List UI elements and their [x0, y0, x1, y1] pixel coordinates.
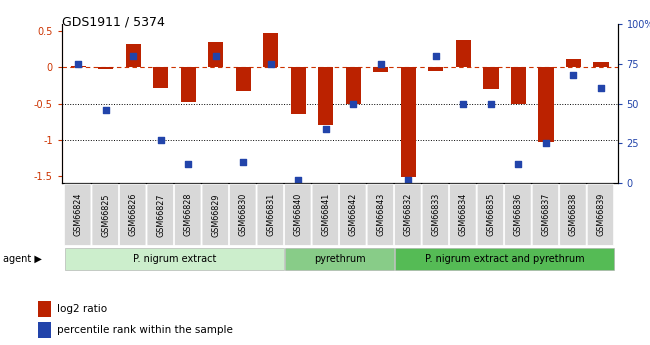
FancyBboxPatch shape: [175, 184, 201, 245]
Text: GSM66843: GSM66843: [376, 193, 385, 236]
Text: pyrethrum: pyrethrum: [315, 254, 366, 264]
Point: [266, 61, 276, 67]
FancyBboxPatch shape: [395, 184, 421, 245]
FancyBboxPatch shape: [477, 184, 504, 245]
FancyBboxPatch shape: [367, 184, 393, 245]
Point: [348, 101, 359, 106]
Text: P. nigrum extract and pyrethrum: P. nigrum extract and pyrethrum: [426, 254, 585, 264]
Text: GSM66829: GSM66829: [211, 193, 220, 237]
Point: [183, 161, 194, 167]
Bar: [566, 59, 581, 67]
FancyBboxPatch shape: [395, 248, 614, 270]
Text: agent ▶: agent ▶: [3, 254, 42, 264]
Point: [73, 61, 83, 67]
FancyBboxPatch shape: [92, 184, 118, 245]
Text: GSM66840: GSM66840: [294, 193, 303, 236]
Point: [293, 177, 304, 183]
Point: [514, 161, 524, 167]
Bar: [538, 67, 554, 142]
Bar: [38, 301, 51, 317]
Text: GSM66830: GSM66830: [239, 193, 248, 236]
Point: [458, 101, 469, 106]
Bar: [98, 67, 113, 69]
Bar: [593, 62, 608, 67]
Text: GSM66828: GSM66828: [184, 193, 193, 236]
FancyBboxPatch shape: [65, 248, 284, 270]
Point: [128, 53, 138, 59]
FancyBboxPatch shape: [285, 248, 394, 270]
Bar: [153, 67, 168, 88]
Text: log2 ratio: log2 ratio: [57, 304, 107, 314]
Bar: [125, 45, 141, 67]
Text: GSM66835: GSM66835: [486, 193, 495, 236]
FancyBboxPatch shape: [450, 184, 476, 245]
Bar: [236, 67, 251, 90]
Text: GSM66832: GSM66832: [404, 193, 413, 236]
Text: GSM66827: GSM66827: [156, 193, 165, 237]
FancyBboxPatch shape: [312, 184, 339, 245]
Bar: [346, 67, 361, 104]
Text: GSM66836: GSM66836: [514, 193, 523, 236]
Bar: [484, 67, 499, 89]
Bar: [456, 40, 471, 67]
Bar: [71, 66, 86, 67]
Text: GSM66841: GSM66841: [321, 193, 330, 236]
FancyBboxPatch shape: [560, 184, 586, 245]
FancyBboxPatch shape: [229, 184, 256, 245]
FancyBboxPatch shape: [147, 184, 174, 245]
FancyBboxPatch shape: [587, 184, 614, 245]
FancyBboxPatch shape: [504, 184, 531, 245]
Point: [320, 126, 331, 132]
Text: GSM66837: GSM66837: [541, 193, 551, 236]
Text: GSM66826: GSM66826: [129, 193, 138, 236]
Point: [238, 159, 248, 165]
Point: [211, 53, 221, 59]
Point: [568, 72, 578, 78]
Text: GSM66824: GSM66824: [73, 193, 83, 236]
Point: [403, 177, 413, 183]
Text: GSM66838: GSM66838: [569, 193, 578, 236]
Point: [541, 140, 551, 146]
Bar: [318, 67, 333, 125]
Point: [431, 53, 441, 59]
Point: [101, 107, 111, 112]
FancyBboxPatch shape: [64, 184, 91, 245]
Text: GSM66839: GSM66839: [597, 193, 606, 236]
FancyBboxPatch shape: [202, 184, 228, 245]
Bar: [373, 67, 389, 72]
Text: GSM66834: GSM66834: [459, 193, 468, 236]
Bar: [263, 33, 278, 67]
FancyBboxPatch shape: [339, 184, 366, 245]
Point: [376, 61, 386, 67]
Text: GSM66831: GSM66831: [266, 193, 276, 236]
Point: [596, 85, 606, 90]
Bar: [428, 67, 443, 71]
Bar: [208, 42, 224, 67]
Bar: [38, 322, 51, 338]
Bar: [291, 67, 306, 114]
FancyBboxPatch shape: [120, 184, 146, 245]
FancyBboxPatch shape: [532, 184, 558, 245]
Text: P. nigrum extract: P. nigrum extract: [133, 254, 217, 264]
Text: percentile rank within the sample: percentile rank within the sample: [57, 325, 233, 335]
Text: GSM66842: GSM66842: [349, 193, 358, 236]
Text: GSM66825: GSM66825: [101, 193, 111, 237]
Bar: [401, 67, 416, 177]
Text: GSM66833: GSM66833: [432, 193, 441, 236]
Point: [155, 137, 166, 143]
Bar: [511, 67, 526, 104]
FancyBboxPatch shape: [285, 184, 311, 245]
FancyBboxPatch shape: [257, 184, 283, 245]
Point: [486, 101, 496, 106]
FancyBboxPatch shape: [422, 184, 448, 245]
Text: GDS1911 / 5374: GDS1911 / 5374: [62, 16, 164, 29]
Bar: [181, 67, 196, 102]
